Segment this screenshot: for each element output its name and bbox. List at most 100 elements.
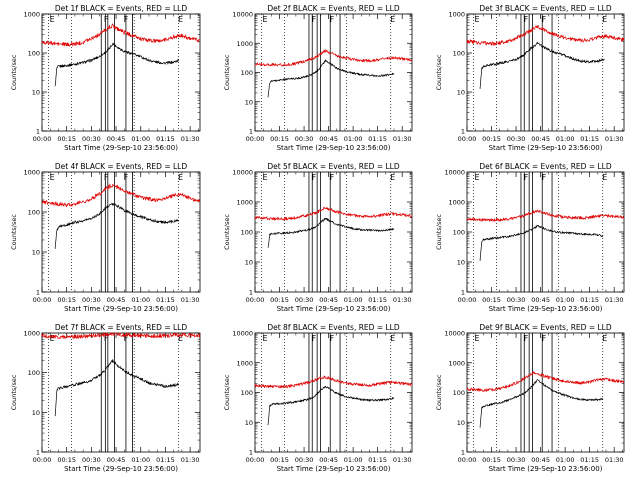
y-tick-label: 100 — [241, 389, 253, 397]
y-tick-label: 10 — [457, 419, 465, 427]
y-tick-label: 100 — [453, 50, 465, 58]
interval-marker: E — [263, 334, 268, 343]
series-lld-line — [466, 209, 625, 222]
series-lld-line — [41, 183, 201, 208]
x-tick-label: 01:30 — [393, 135, 412, 143]
panel-title: Det 8f BLACK = Events, RED = LLD — [267, 323, 400, 332]
y-tick-label: 1 — [461, 128, 465, 136]
y-tick-label: 10 — [32, 249, 40, 257]
interval-marker: F — [330, 15, 335, 24]
x-tick-label: 00:30 — [82, 296, 101, 304]
y-axis-label: Counts/sec — [223, 374, 231, 410]
x-tick-label: 00:45 — [319, 456, 338, 464]
plot-frame — [41, 332, 201, 453]
y-tick-label: 10 — [245, 259, 253, 267]
interval-marker: E — [602, 334, 607, 343]
interval-marker: F — [312, 334, 317, 343]
interval-marker: E — [390, 334, 395, 343]
x-axis-label: Start Time (29-Sep-10 23:56:00) — [489, 144, 603, 152]
y-tick-label: 1000 — [236, 199, 253, 207]
panel-det-3: Det 3f BLACK = Events, RED = LLD 1 10 100 10… — [435, 4, 625, 152]
x-tick-label: 01:00 — [344, 135, 363, 143]
series-events-line — [479, 41, 605, 89]
x-tick-label: 01:15 — [368, 296, 387, 304]
x-axis-label: Start Time (29-Sep-10 23:56:00) — [489, 305, 603, 313]
x-tick-label: 01:30 — [181, 296, 200, 304]
y-axis-label: Counts/sec — [435, 374, 443, 410]
interval-marker: F — [524, 334, 529, 343]
series-events-line — [267, 385, 395, 426]
interval-marker: F — [524, 173, 529, 182]
x-tick-label: 01:00 — [556, 456, 575, 464]
x-tick-label: 00:45 — [107, 135, 126, 143]
y-tick-label: 10 — [32, 409, 40, 417]
panel-det-5: Det 5f BLACK = Events, RED = LLD 1 10 100 10… — [223, 162, 413, 313]
x-axis-label: Start Time (29-Sep-10 23:56:00) — [489, 465, 603, 473]
x-tick-label: 01:30 — [605, 296, 624, 304]
interval-marker: F — [104, 15, 109, 24]
y-tick-label: 100 — [28, 209, 40, 217]
panel-det-1: Det 1f BLACK = Events, RED = LLD 1 10 100 10… — [10, 4, 201, 152]
x-tick-label: 01:00 — [344, 296, 363, 304]
y-tick-label: 1 — [36, 128, 40, 136]
x-tick-label: 01:00 — [556, 296, 575, 304]
y-axis-label: Counts/sec — [223, 54, 231, 90]
y-axis-label: Counts/sec — [435, 54, 443, 90]
y-tick-label: 1 — [461, 449, 465, 457]
y-tick-label: 1000 — [236, 359, 253, 367]
panel-title: Det 7f BLACK = Events, RED = LLD — [55, 323, 188, 332]
x-tick-label: 00:45 — [107, 296, 126, 304]
series-events-line — [54, 202, 179, 249]
x-axis-label: Start Time (29-Sep-10 23:56:00) — [277, 305, 391, 313]
x-tick-label: 01:15 — [580, 456, 599, 464]
x-tick-label: 00:15 — [482, 135, 501, 143]
y-axis-label: Counts/sec — [10, 214, 18, 250]
y-tick-label: 100 — [453, 389, 465, 397]
y-tick-label: 1 — [249, 289, 253, 297]
x-tick-label: 00:00 — [33, 296, 52, 304]
interval-marker: E — [178, 15, 183, 24]
series-events-line — [267, 217, 395, 248]
interval-marker: E — [50, 334, 55, 343]
x-tick-label: 00:45 — [531, 296, 550, 304]
panel-det-4: Det 4f BLACK = Events, RED = LLD 1 10 100 10… — [10, 162, 201, 313]
y-tick-label: 10000 — [232, 169, 253, 177]
x-tick-label: 01:15 — [368, 135, 387, 143]
x-axis-label: Start Time (29-Sep-10 23:56:00) — [64, 305, 178, 313]
x-tick-label: 00:45 — [107, 456, 126, 464]
interval-marker: F — [124, 334, 129, 343]
interval-marker: E — [50, 15, 55, 24]
series-lld-line — [466, 371, 625, 392]
x-tick-label: 01:30 — [605, 135, 624, 143]
panel-det-2: Det 2f BLACK = Events, RED = LLD 1 10 100 10… — [223, 4, 413, 152]
y-axis-label: Counts/sec — [10, 374, 18, 410]
interval-marker: F — [542, 173, 547, 182]
y-tick-label: 100 — [241, 229, 253, 237]
panel-title: Det 4f BLACK = Events, RED = LLD — [55, 162, 188, 171]
x-tick-label: 00:30 — [295, 296, 314, 304]
x-tick-label: 00:30 — [295, 135, 314, 143]
y-tick-label: 100 — [241, 69, 253, 77]
series-events-line — [267, 59, 395, 98]
y-tick-label: 1000 — [23, 330, 40, 338]
interval-marker: E — [475, 334, 480, 343]
series-lld-line — [41, 332, 201, 340]
y-tick-label: 10 — [245, 419, 253, 427]
y-tick-label: 1000 — [23, 169, 40, 177]
y-tick-label: 100 — [453, 229, 465, 237]
panel-title: Det 1f BLACK = Events, RED = LLD — [55, 4, 188, 13]
interval-marker: E — [263, 173, 268, 182]
x-tick-label: 01:30 — [605, 456, 624, 464]
x-tick-label: 01:00 — [131, 456, 150, 464]
y-tick-label: 1 — [36, 449, 40, 457]
x-tick-label: 00:00 — [33, 456, 52, 464]
x-tick-label: 00:00 — [458, 135, 477, 143]
x-tick-label: 00:30 — [507, 456, 526, 464]
y-tick-label: 100 — [28, 50, 40, 58]
y-tick-label: 1000 — [23, 11, 40, 19]
series-lld-line — [254, 206, 413, 221]
y-tick-label: 10 — [245, 98, 253, 106]
interval-marker: F — [104, 334, 109, 343]
interval-marker: E — [178, 173, 183, 182]
